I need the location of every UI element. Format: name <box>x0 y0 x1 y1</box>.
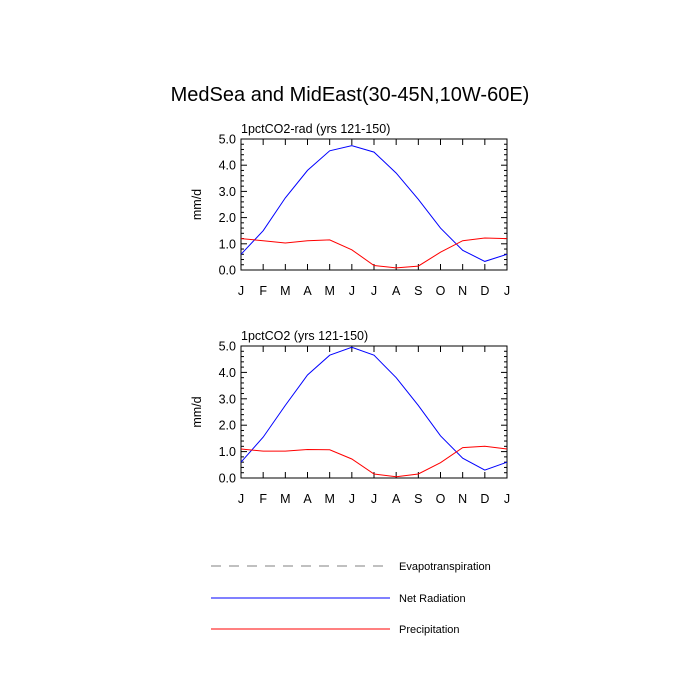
y-tick-label: 2.0 <box>219 419 236 433</box>
y-axis-label: mm/d <box>190 396 204 427</box>
x-tick-label: J <box>238 492 244 506</box>
panel-title: 1pctCO2 (yrs 121-150) <box>241 329 368 343</box>
y-tick-label: 4.0 <box>219 159 236 173</box>
x-tick-label: J <box>349 284 355 298</box>
y-axis-label: mm/d <box>190 189 204 220</box>
x-tick-label: D <box>480 492 489 506</box>
x-tick-label: D <box>480 284 489 298</box>
x-tick-label: A <box>392 492 401 506</box>
y-tick-label: 1.0 <box>219 445 236 459</box>
series-line-precipitation <box>240 445 508 478</box>
x-tick-label: F <box>259 284 267 298</box>
x-tick-label: O <box>436 284 446 298</box>
x-tick-label: A <box>303 492 312 506</box>
x-tick-label: M <box>280 492 290 506</box>
x-tick-label: J <box>238 284 244 298</box>
y-tick-label: 0.0 <box>219 264 236 278</box>
legend-label: Precipitation <box>399 624 460 636</box>
x-tick-label: N <box>458 492 467 506</box>
x-tick-label: J <box>504 284 510 298</box>
x-tick-label: S <box>414 492 422 506</box>
x-tick-label: M <box>280 284 290 298</box>
x-tick-label: A <box>303 284 312 298</box>
x-tick-label: M <box>324 284 334 298</box>
panel-title: 1pctCO2-rad (yrs 121-150) <box>241 122 390 136</box>
x-tick-label: A <box>392 284 401 298</box>
x-tick-label: J <box>371 492 377 506</box>
y-tick-label: 5.0 <box>219 340 236 354</box>
series-line-net-radiation <box>240 145 508 262</box>
legend: Evapotranspiration Net Radiation Precipita… <box>211 561 491 636</box>
x-tick-label: O <box>436 492 446 506</box>
x-tick-label: J <box>504 492 510 506</box>
y-tick-label: 5.0 <box>219 133 236 147</box>
series-line-net-radiation <box>240 346 508 471</box>
y-tick-label: 4.0 <box>219 366 236 380</box>
y-tick-label: 3.0 <box>219 392 236 406</box>
x-tick-label: S <box>414 284 422 298</box>
x-tick-label: M <box>324 492 334 506</box>
series-line-precipitation <box>240 237 508 269</box>
y-tick-label: 0.0 <box>219 472 236 486</box>
x-tick-label: J <box>371 284 377 298</box>
x-tick-label: J <box>349 492 355 506</box>
y-tick-label: 1.0 <box>219 237 236 251</box>
x-tick-label: F <box>259 492 267 506</box>
legend-label: Evapotranspiration <box>399 561 491 573</box>
panel-top: 1pctCO2-rad (yrs 121-150) mm/d 0.0 1.0 2.0 3.… <box>190 122 510 298</box>
page-title: MedSea and MidEast(30-45N,10W-60E) <box>170 84 530 106</box>
legend-label: Net Radiation <box>399 593 466 605</box>
x-tick-label: N <box>458 284 467 298</box>
y-tick-label: 3.0 <box>219 185 236 199</box>
y-tick-label: 2.0 <box>219 211 236 225</box>
panel-bottom: 1pctCO2 (yrs 121-150) mm/d 0.0 1.0 2.0 3.0 4.0… <box>190 329 510 506</box>
